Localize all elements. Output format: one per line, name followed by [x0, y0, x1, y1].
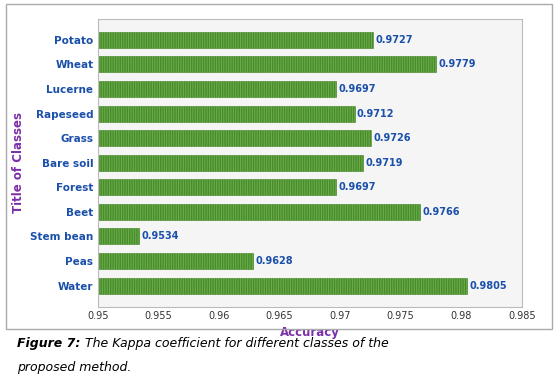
Text: 0.9712: 0.9712	[357, 108, 395, 119]
Bar	[98, 130, 372, 146]
Text: 0.9766: 0.9766	[422, 207, 460, 217]
Bar	[98, 81, 336, 97]
Bar	[98, 278, 467, 294]
Text: 0.9628: 0.9628	[255, 256, 293, 266]
Text: The Kappa coefficient for different classes of the: The Kappa coefficient for different clas…	[81, 337, 389, 350]
Y-axis label: Title of Classes: Title of Classes	[12, 112, 25, 213]
Text: 0.9726: 0.9726	[374, 133, 411, 143]
Text: 0.9697: 0.9697	[339, 84, 376, 94]
Bar	[98, 179, 336, 195]
Bar	[98, 155, 363, 171]
Text: 0.9805: 0.9805	[470, 280, 507, 291]
Bar	[98, 229, 139, 245]
Bar	[98, 56, 436, 72]
Text: 0.9697: 0.9697	[339, 182, 376, 192]
Bar	[98, 253, 253, 269]
Text: 0.9779: 0.9779	[438, 59, 475, 69]
Bar	[98, 32, 373, 48]
Bar	[98, 105, 354, 122]
Bar	[98, 204, 420, 220]
Text: 0.9534: 0.9534	[141, 232, 179, 242]
X-axis label: Accuracy: Accuracy	[280, 327, 340, 339]
Text: 0.9727: 0.9727	[375, 35, 412, 45]
Text: Figure 7:: Figure 7:	[17, 337, 80, 350]
Text: 0.9719: 0.9719	[365, 158, 403, 168]
Text: proposed method.: proposed method.	[17, 361, 131, 374]
